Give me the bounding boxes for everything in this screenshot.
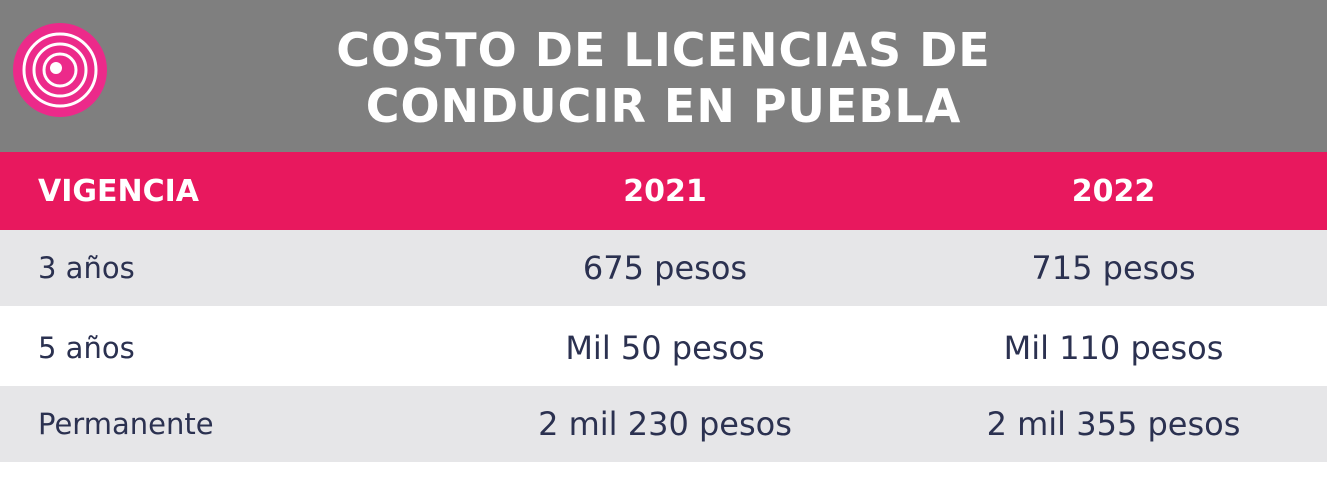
title-line: CONDUCIR EN PUEBLA	[365, 79, 962, 133]
title: COSTO DE LICENCIAS DE CONDUCIR EN PUEBLA	[0, 22, 1327, 134]
logo	[13, 23, 107, 117]
table-cell: Mil 50 pesos	[565, 329, 765, 367]
table-cell: 5 años	[38, 331, 135, 365]
table-cell: 2 mil 230 pesos	[538, 405, 792, 443]
header: COSTO DE LICENCIAS DE CONDUCIR EN PUEBLA	[0, 0, 1327, 152]
column-header: VIGENCIA	[38, 173, 200, 209]
column-header: 2022	[1071, 173, 1156, 209]
title-line: COSTO DE LICENCIAS DE	[336, 23, 991, 77]
table-header: VIGENCIA 2021 2022	[0, 152, 1327, 230]
table-cell: 3 años	[38, 251, 135, 285]
table-cell: 675 pesos	[582, 249, 748, 287]
column-header: 2021	[623, 173, 707, 209]
table-cell: 2 mil 355 pesos	[986, 405, 1241, 443]
table-cell: Permanente	[38, 407, 214, 441]
table-row: 3 años 675 pesos 715 pesos	[0, 230, 1327, 306]
table-cell: Mil 110 pesos	[1003, 329, 1224, 367]
table-row: Permanente 2 mil 230 pesos 2 mil 355 pesos	[0, 386, 1327, 462]
table-row: 5 años Mil 50 pesos Mil 110 pesos	[0, 310, 1327, 386]
table-cell: 715 pesos	[1031, 249, 1196, 287]
